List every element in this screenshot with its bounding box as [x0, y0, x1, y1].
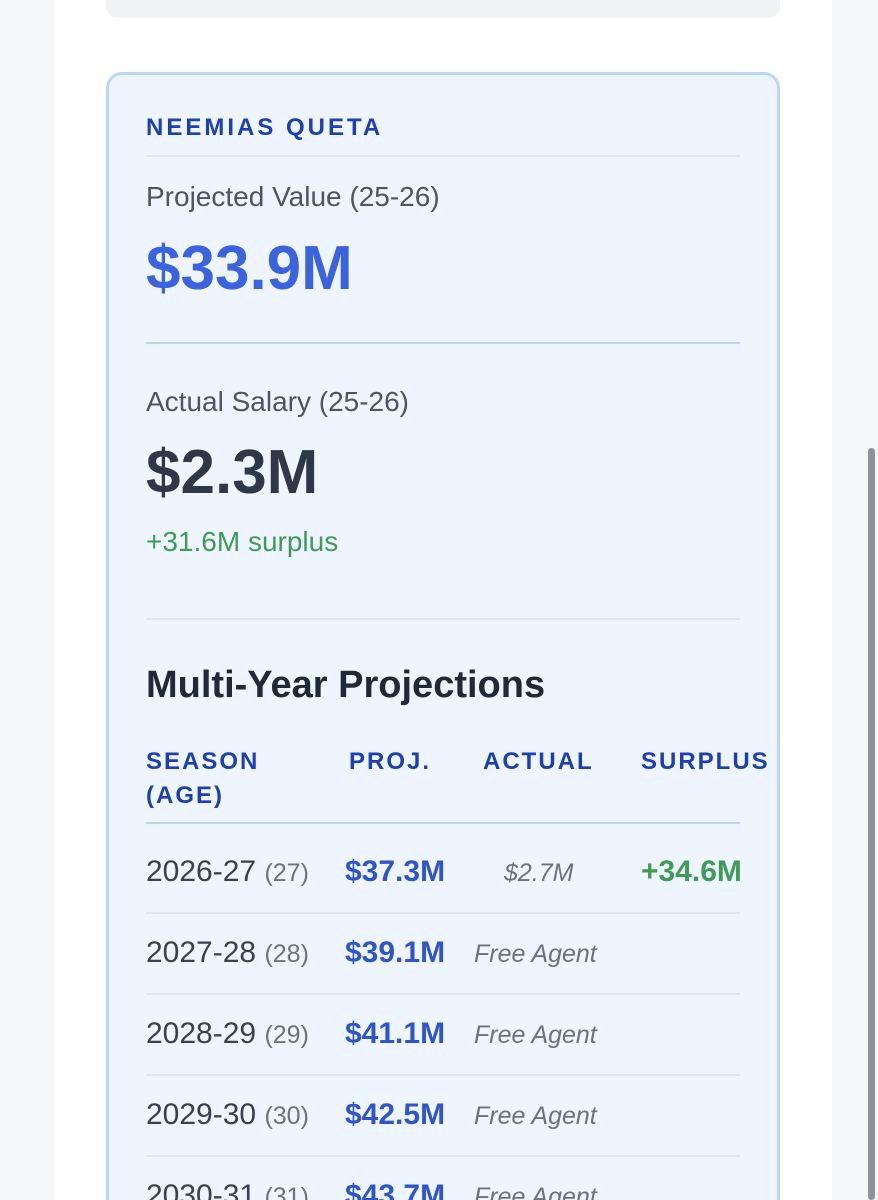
- player-value-card: [106, 72, 780, 1200]
- column-header-season-line2: (AGE): [146, 782, 224, 809]
- row-actual: $2.7M: [504, 859, 574, 887]
- season-text: 2026-27: [146, 855, 257, 888]
- row-proj: $37.3M: [345, 855, 446, 888]
- divider: [146, 342, 740, 344]
- projections-title: Multi-Year Projections: [146, 664, 546, 706]
- actual-salary-value: $2.3M: [146, 438, 319, 507]
- table-header-divider: [146, 822, 740, 824]
- age-text: (31): [264, 1183, 309, 1200]
- row-divider: [146, 1074, 740, 1076]
- column-header-season: SEASON (AGE): [146, 745, 259, 813]
- page-scrollbar[interactable]: [868, 448, 875, 1200]
- row-proj: $39.1M: [345, 936, 446, 969]
- row-actual: Free Agent: [474, 1183, 597, 1200]
- row-actual: Free Agent: [474, 1021, 597, 1049]
- row-season: 2029-30 (30): [146, 1098, 309, 1132]
- age-text: (29): [264, 1021, 309, 1049]
- table-row: 2028-29 (29) $41.1M Free Agent: [146, 995, 740, 1076]
- row-proj: $43.7M: [345, 1179, 446, 1200]
- table-row: 2026-27 (27) $37.3M $2.7M +34.6M: [146, 833, 742, 914]
- projected-value-label: Projected Value (25-26): [146, 181, 440, 212]
- season-text: 2030-31: [146, 1179, 257, 1200]
- row-actual: Free Agent: [474, 940, 597, 968]
- table-row: 2029-30 (30) $42.5M Free Agent: [146, 1076, 740, 1157]
- row-season: 2028-29 (29): [146, 1017, 309, 1051]
- previous-card: [106, 0, 780, 18]
- row-proj: $41.1M: [345, 1017, 446, 1050]
- row-season: 2027-28 (28): [146, 936, 309, 970]
- column-header-proj: PROJ.: [349, 748, 432, 775]
- divider: [146, 155, 740, 157]
- column-header-season-line1: SEASON: [146, 748, 260, 775]
- column-header-actual: ACTUAL: [483, 748, 594, 775]
- row-season: 2026-27 (27): [146, 855, 309, 889]
- age-text: (28): [264, 940, 309, 968]
- row-proj: $42.5M: [345, 1098, 446, 1131]
- row-divider: [146, 1155, 740, 1157]
- age-text: (30): [264, 1102, 309, 1130]
- season-text: 2029-30: [146, 1098, 257, 1131]
- column-header-surplus: SURPLUS: [641, 748, 770, 775]
- row-divider: [146, 993, 740, 995]
- surplus-note: +31.6M surplus: [146, 526, 339, 557]
- season-text: 2028-29: [146, 1017, 257, 1050]
- projected-value: $33.9M: [146, 234, 353, 303]
- age-text: (27): [264, 859, 309, 887]
- player-name: NEEMIAS QUETA: [146, 114, 384, 141]
- table-row: 2030-31 (31) $43.7M Free Agent: [146, 1157, 740, 1200]
- divider: [146, 618, 740, 620]
- season-text: 2027-28: [146, 936, 257, 969]
- row-actual: Free Agent: [474, 1102, 597, 1130]
- row-surplus: +34.6M: [641, 855, 742, 888]
- table-row: 2027-28 (28) $39.1M Free Agent: [146, 914, 740, 995]
- row-divider: [146, 912, 740, 914]
- row-season: 2030-31 (31): [146, 1179, 309, 1200]
- actual-salary-label: Actual Salary (25-26): [146, 386, 410, 417]
